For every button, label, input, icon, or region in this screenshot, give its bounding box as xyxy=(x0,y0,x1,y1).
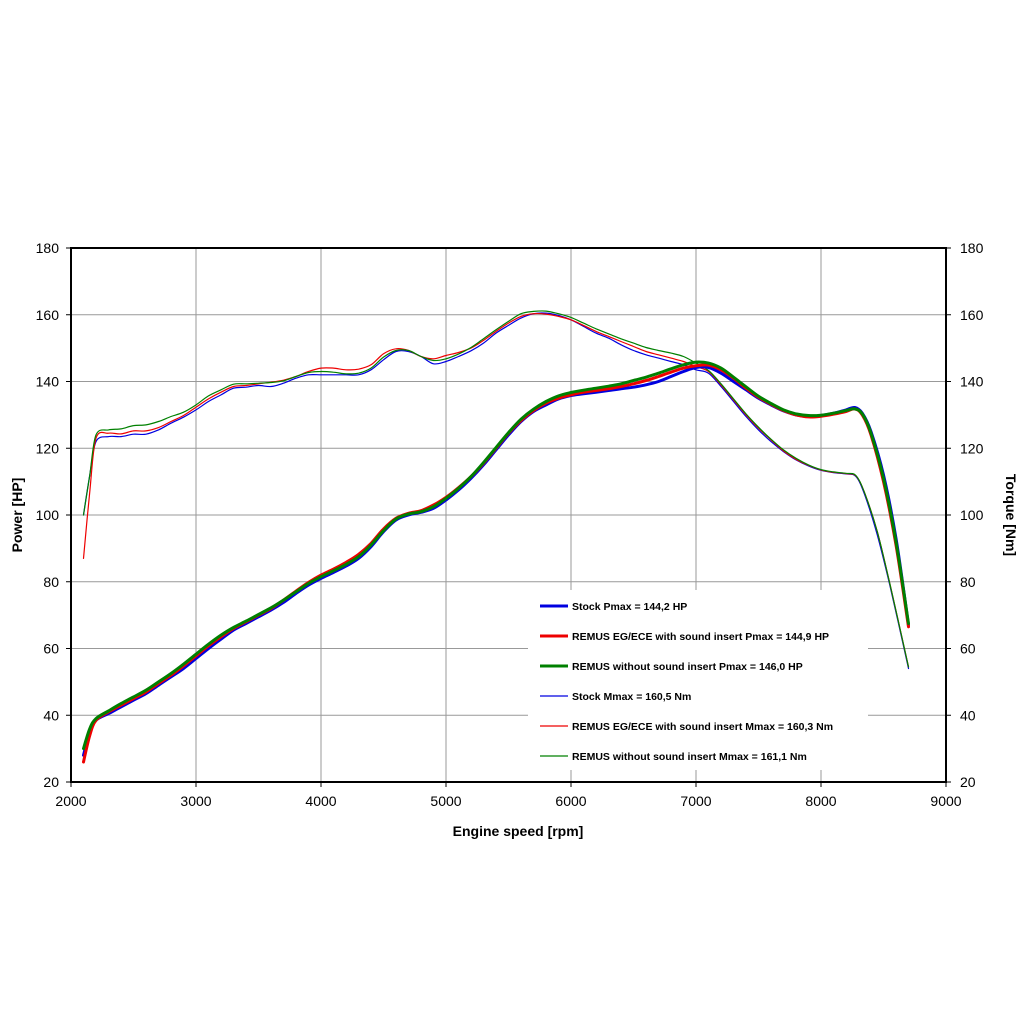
tick-labels: 2000 3000 4000 5000 6000 7000 8000 9000 20 20 40 40… xyxy=(36,240,984,809)
x-tick-label: 2000 xyxy=(55,793,86,809)
x-tick-label: 6000 xyxy=(555,793,586,809)
legend-label: REMUS without sound insert Mmax = 161,1 … xyxy=(572,751,807,763)
legend: Stock Pmax = 144,2 HP REMUS EG/ECE with s… xyxy=(528,590,868,770)
y-tick-label-left: 180 xyxy=(36,240,60,256)
series-layer xyxy=(82,310,910,764)
y-tick-label-left: 40 xyxy=(43,707,59,723)
y-tick-label-right: 120 xyxy=(960,440,984,456)
y-tick-label-right: 40 xyxy=(960,707,976,723)
series-line-2 xyxy=(82,360,910,751)
x-tick-label: 7000 xyxy=(680,793,711,809)
y-axis-left-title: Power [HP] xyxy=(9,478,25,553)
x-axis-title: Engine speed [rpm] xyxy=(453,823,584,839)
y-tick-label-right: 140 xyxy=(960,374,984,390)
legend-box xyxy=(528,590,868,770)
y-tick-label-left: 80 xyxy=(43,574,59,590)
y-tick-label-right: 60 xyxy=(960,641,976,657)
y-tick-label-right: 20 xyxy=(960,774,976,790)
legend-label: REMUS EG/ECE with sound insert Mmax = 16… xyxy=(572,721,833,733)
series-line-3 xyxy=(82,312,910,670)
x-tick-label: 3000 xyxy=(180,793,211,809)
legend-label: Stock Pmax = 144,2 HP xyxy=(572,601,687,613)
legend-label: REMUS without sound insert Pmax = 146,0 … xyxy=(572,661,803,673)
x-tick-label: 9000 xyxy=(930,793,961,809)
x-tick-label: 4000 xyxy=(305,793,336,809)
y-tick-label-right: 100 xyxy=(960,507,984,523)
y-axis-right-title: Torque [Nm] xyxy=(1003,474,1019,556)
legend-label: REMUS EG/ECE with sound insert Pmax = 14… xyxy=(572,631,829,643)
y-tick-label-right: 80 xyxy=(960,574,976,590)
y-tick-label-right: 160 xyxy=(960,307,984,323)
y-tick-label-left: 140 xyxy=(36,374,60,390)
y-tick-label-left: 100 xyxy=(36,507,60,523)
y-tick-label-left: 60 xyxy=(43,641,59,657)
y-tick-label-left: 20 xyxy=(43,774,59,790)
x-tick-label: 8000 xyxy=(805,793,836,809)
series-line-5 xyxy=(82,310,910,668)
y-tick-label-left: 120 xyxy=(36,440,60,456)
y-tick-label-left: 160 xyxy=(36,307,60,323)
y-tick-label-right: 180 xyxy=(960,240,984,256)
x-tick-label: 5000 xyxy=(430,793,461,809)
legend-label: Stock Mmax = 160,5 Nm xyxy=(572,691,691,703)
